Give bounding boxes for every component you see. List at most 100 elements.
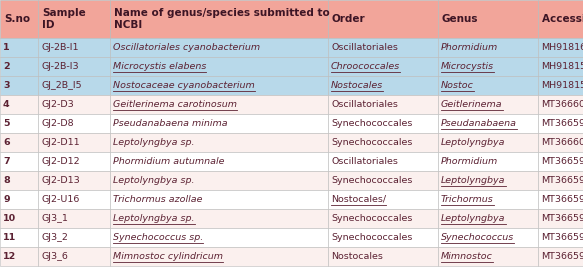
Bar — [438, 114, 538, 133]
Bar — [538, 95, 583, 114]
Text: Order: Order — [332, 14, 366, 24]
Bar — [538, 114, 583, 133]
Bar — [438, 152, 538, 171]
Bar — [328, 247, 438, 266]
Text: GJ3_1: GJ3_1 — [41, 214, 68, 223]
Text: Geitlerinema carotinosum: Geitlerinema carotinosum — [113, 100, 237, 109]
Bar — [110, 190, 328, 209]
Bar — [38, 76, 110, 95]
Text: Nostocaceae cyanobacterium: Nostocaceae cyanobacterium — [113, 81, 255, 90]
Text: MT366598: MT366598 — [541, 119, 583, 128]
Text: Trichormus: Trichormus — [441, 195, 494, 204]
Bar — [328, 171, 438, 190]
Bar — [0, 38, 38, 57]
Bar — [110, 114, 328, 133]
Bar — [38, 57, 110, 76]
Text: Name of genus/species submitted to
NCBI: Name of genus/species submitted to NCBI — [114, 8, 330, 30]
Text: 5: 5 — [3, 119, 9, 128]
Bar — [110, 0, 328, 38]
Bar — [110, 228, 328, 247]
Text: GJ-2B-I1: GJ-2B-I1 — [41, 43, 79, 52]
Text: 8: 8 — [3, 176, 10, 185]
Bar — [438, 38, 538, 57]
Text: 4: 4 — [3, 100, 10, 109]
Bar — [110, 38, 328, 57]
Text: Synechococcales: Synechococcales — [331, 138, 412, 147]
Text: GJ2-D3: GJ2-D3 — [41, 100, 74, 109]
Bar — [438, 171, 538, 190]
Text: Oscillatoriales: Oscillatoriales — [331, 43, 398, 52]
Bar — [538, 76, 583, 95]
Bar — [110, 133, 328, 152]
Text: MT366596: MT366596 — [541, 214, 583, 223]
Bar — [0, 247, 38, 266]
Text: Phormidium autumnale: Phormidium autumnale — [113, 157, 224, 166]
Text: Oscillatoriales: Oscillatoriales — [331, 157, 398, 166]
Bar — [0, 0, 38, 38]
Bar — [328, 0, 438, 38]
Text: Genus: Genus — [442, 14, 479, 24]
Bar — [38, 133, 110, 152]
Bar — [538, 152, 583, 171]
Bar — [538, 0, 583, 38]
Text: GJ3_2: GJ3_2 — [41, 233, 68, 242]
Text: Leptolyngbya: Leptolyngbya — [441, 176, 505, 185]
Text: Leptolyngbya: Leptolyngbya — [441, 138, 505, 147]
Bar — [110, 247, 328, 266]
Text: 12: 12 — [3, 252, 16, 261]
Text: Geitlerinema: Geitlerinema — [441, 100, 503, 109]
Bar — [38, 171, 110, 190]
Text: 3: 3 — [3, 81, 9, 90]
Bar — [38, 152, 110, 171]
Bar — [438, 0, 538, 38]
Text: MT366597: MT366597 — [541, 157, 583, 166]
Text: 11: 11 — [3, 233, 16, 242]
Text: MH918157: MH918157 — [541, 62, 583, 71]
Bar — [110, 171, 328, 190]
Text: MH918160: MH918160 — [541, 43, 583, 52]
Text: 1: 1 — [3, 43, 10, 52]
Bar — [438, 76, 538, 95]
Text: MT366600: MT366600 — [541, 138, 583, 147]
Bar — [538, 57, 583, 76]
Bar — [110, 209, 328, 228]
Text: Synechococcus: Synechococcus — [441, 233, 514, 242]
Text: Pseudanabaena minima: Pseudanabaena minima — [113, 119, 227, 128]
Text: GJ-2B-I3: GJ-2B-I3 — [41, 62, 79, 71]
Text: Mimnostoc cylindricum: Mimnostoc cylindricum — [113, 252, 223, 261]
Bar — [0, 133, 38, 152]
Bar — [328, 95, 438, 114]
Text: Leptolyngbya sp.: Leptolyngbya sp. — [113, 138, 195, 147]
Text: Accession No.: Accession No. — [542, 14, 583, 24]
Text: MT366601: MT366601 — [541, 100, 583, 109]
Bar — [438, 209, 538, 228]
Bar — [438, 57, 538, 76]
Text: GJ2-U16: GJ2-U16 — [41, 195, 79, 204]
Bar — [328, 57, 438, 76]
Text: MT366594: MT366594 — [541, 252, 583, 261]
Bar — [38, 0, 110, 38]
Bar — [110, 152, 328, 171]
Bar — [438, 228, 538, 247]
Text: Chroococcales: Chroococcales — [331, 62, 401, 71]
Bar — [328, 190, 438, 209]
Text: MT366599: MT366599 — [541, 176, 583, 185]
Text: GJ2-D12: GJ2-D12 — [41, 157, 80, 166]
Text: 9: 9 — [3, 195, 10, 204]
Bar — [538, 209, 583, 228]
Text: Pseudanabaena: Pseudanabaena — [441, 119, 517, 128]
Bar — [438, 190, 538, 209]
Bar — [328, 133, 438, 152]
Text: S.no: S.no — [4, 14, 30, 24]
Bar — [538, 133, 583, 152]
Text: MH918155: MH918155 — [541, 81, 583, 90]
Text: Leptolyngbya sp.: Leptolyngbya sp. — [113, 176, 195, 185]
Text: GJ2-D13: GJ2-D13 — [41, 176, 80, 185]
Text: Synechococcales: Synechococcales — [331, 176, 412, 185]
Text: GJ_2B_I5: GJ_2B_I5 — [41, 81, 82, 90]
Bar — [110, 76, 328, 95]
Bar — [0, 114, 38, 133]
Bar — [110, 57, 328, 76]
Bar — [438, 133, 538, 152]
Bar — [38, 228, 110, 247]
